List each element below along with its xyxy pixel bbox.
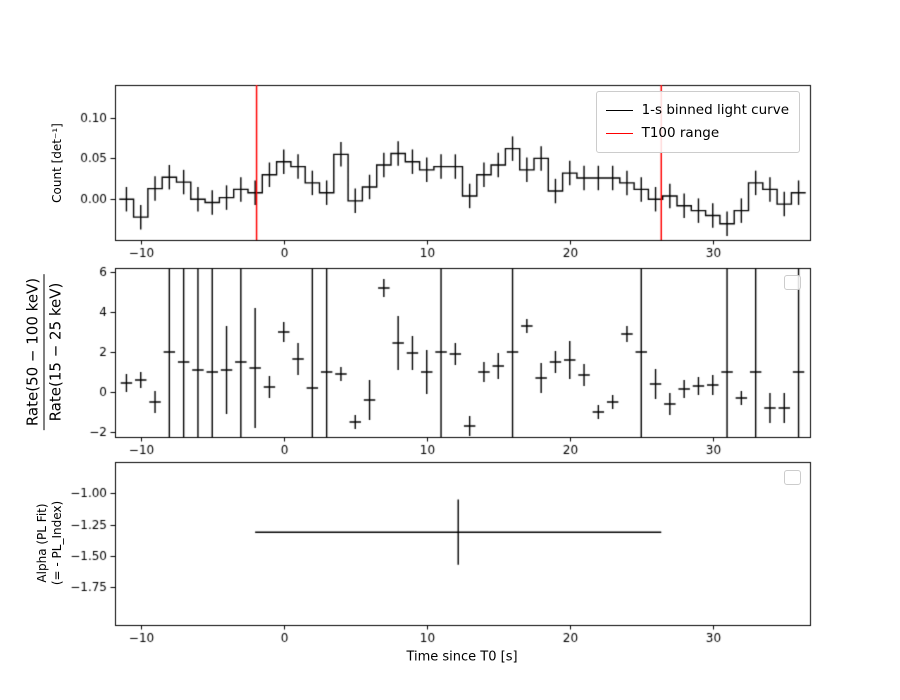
legend-entry-t100: T100 range — [605, 122, 789, 145]
ylabel-alpha-line2: (= - PL_Index) — [50, 500, 64, 586]
legend-line-sample-1 — [605, 133, 633, 134]
ylabel-alpha: Alpha (PL Fit) (= - PL_Index) — [35, 501, 65, 585]
empty-legend-hardness — [784, 275, 801, 290]
legend-light-curve: 1-s binned light curve T100 range — [595, 91, 800, 153]
hardness-denominator: Rate(15 − 25 keV) — [46, 282, 65, 422]
legend-label-t100: T100 range — [641, 125, 720, 141]
hardness-numerator: Rate(50 − 100 keV) — [23, 273, 45, 431]
xlabel-time: Time since T0 [s] — [406, 649, 518, 665]
legend-label-light-curve: 1-s binned light curve — [641, 102, 789, 118]
ylabel-alpha-line1: Alpha (PL Fit) — [35, 503, 49, 583]
legend-entry-light-curve: 1-s binned light curve — [605, 99, 789, 122]
hardness-fraction: Rate(50 − 100 keV) Rate(15 − 25 keV) — [23, 273, 65, 431]
empty-legend-alpha — [784, 470, 801, 485]
ylabel-count: Count [det⁻¹] — [50, 123, 64, 203]
legend-line-sample-0 — [605, 110, 633, 111]
ylabel-hardness-ratio: Rate(50 − 100 keV) Rate(15 − 25 keV) — [23, 273, 65, 431]
